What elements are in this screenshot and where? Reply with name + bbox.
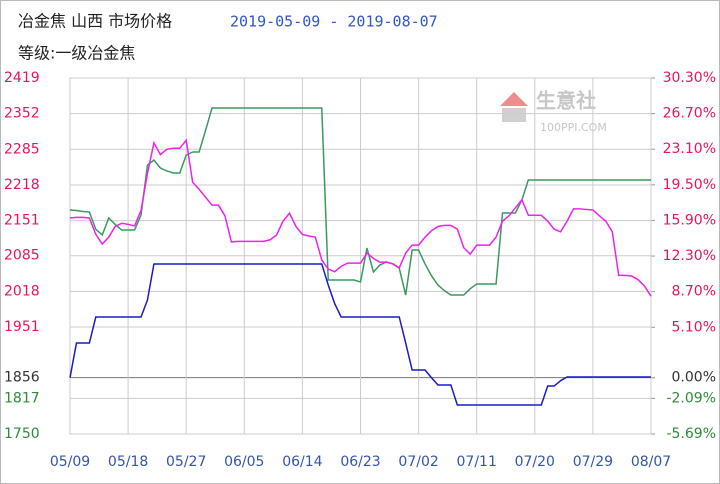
watermark: 生意社 100PPI.COM — [500, 89, 607, 134]
x-tick-label: 07/11 — [457, 454, 497, 470]
y2-tick-label: 30.30% — [663, 70, 716, 86]
y2-tick-label: 8.70% — [672, 284, 716, 300]
y2-tick-label: 15.90% — [663, 212, 716, 228]
y-tick-label: 1750 — [4, 426, 40, 442]
y-tick-label: 2218 — [4, 177, 40, 193]
x-tick-label: 05/27 — [166, 454, 206, 470]
y-tick-label: 2018 — [4, 283, 40, 299]
watermark-url: 100PPI.COM — [540, 121, 607, 134]
y2-tick-label: 0.00% — [672, 370, 716, 386]
x-tick-label: 07/29 — [573, 454, 613, 470]
y-tick-label: 2419 — [4, 70, 40, 86]
series-line — [69, 263, 651, 406]
y-tick-label: 2352 — [4, 106, 40, 122]
date-range: 2019-05-09 - 2019-08-07 — [230, 13, 438, 31]
x-tick-label: 08/07 — [631, 454, 671, 470]
x-tick-label: 06/14 — [282, 454, 322, 470]
x-tick-label: 06/05 — [224, 454, 264, 470]
y2-tick-label: 19.50% — [663, 177, 716, 193]
y-tick-label: 1951 — [4, 319, 40, 335]
x-tick-label: 07/20 — [515, 454, 555, 470]
y-tick-label: 1817 — [4, 390, 40, 406]
watermark-icon — [502, 108, 526, 122]
y2-tick-label: -2.09% — [666, 390, 716, 406]
y-tick-label: 2151 — [4, 213, 40, 229]
series-line — [69, 107, 651, 296]
x-tick-label: 05/18 — [108, 454, 148, 470]
x-tick-label: 07/02 — [398, 454, 438, 470]
y-tick-label: 2285 — [4, 141, 40, 157]
y2-tick-label: 23.10% — [663, 141, 716, 157]
chart-title: 冶金焦 山西 市场价格 — [18, 12, 172, 31]
y2-tick-label: 5.10% — [672, 319, 716, 335]
chart-subtitle: 等级:一级冶金焦 — [18, 44, 135, 63]
y2-tick-label: -5.69% — [666, 426, 716, 442]
x-tick-label: 06/23 — [340, 454, 380, 470]
x-tick-label: 05/09 — [50, 454, 90, 470]
y-tick-label: 2085 — [4, 248, 40, 264]
watermark-text: 生意社 — [536, 89, 596, 113]
y2-tick-label: 26.70% — [663, 106, 716, 122]
y2-tick-label: 12.30% — [663, 248, 716, 264]
series-line — [69, 138, 652, 297]
y-tick-label: 1856 — [4, 370, 40, 386]
watermark-icon — [500, 92, 528, 106]
